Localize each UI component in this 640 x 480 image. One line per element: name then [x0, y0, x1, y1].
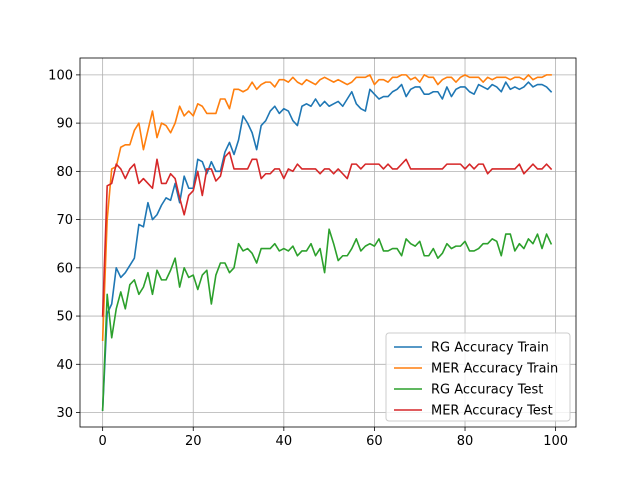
y-tick-label: 100 [48, 68, 73, 83]
grid [80, 58, 576, 427]
plot-frame [79, 57, 577, 428]
y-tick-label: 70 [56, 213, 73, 228]
x-tick-label: 80 [457, 434, 474, 449]
x-tick-label: 100 [543, 434, 568, 449]
y-tick-label: 50 [56, 310, 73, 325]
x-tick-label: 40 [276, 434, 293, 449]
legend-label: RG Accuracy Train [431, 341, 549, 356]
y-tick-label: 60 [56, 261, 73, 276]
legend-box [385, 332, 571, 422]
legend-label: RG Accuracy Test [431, 383, 543, 398]
y-tick-label: 30 [56, 406, 73, 421]
axis-ticks: 0 20 40 60 80 100 30 40 50 60 70 80 90 100 [48, 68, 568, 449]
y-tick-label: 90 [56, 117, 73, 132]
legend: RG Accuracy Train MER Accuracy Train RG Ac… [385, 332, 571, 422]
series-line-mer-accuracy-test [101, 151, 553, 317]
legend-label: MER Accuracy Train [431, 362, 558, 377]
y-tick-label: 40 [56, 358, 73, 373]
legend-label: MER Accuracy Test [431, 404, 553, 419]
x-tick-label: 20 [185, 434, 202, 449]
series-lines [101, 74, 553, 411]
x-tick-label: 0 [99, 434, 107, 449]
x-tick-label: 60 [366, 434, 383, 449]
series-line-rg-accuracy-test [101, 228, 553, 411]
series-line-mer-accuracy-train [101, 74, 552, 342]
series-line-rg-accuracy-train [101, 81, 553, 411]
y-tick-label: 80 [56, 165, 73, 180]
